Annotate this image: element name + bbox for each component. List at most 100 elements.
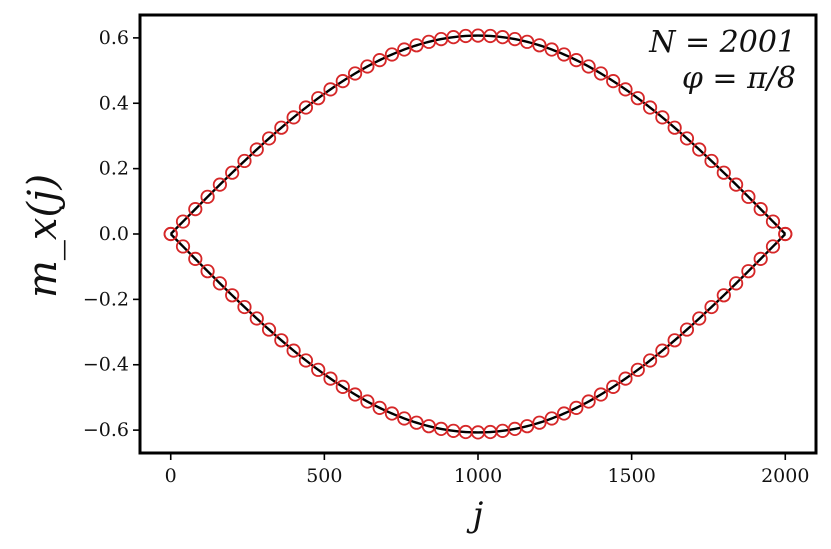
data-point-upper xyxy=(347,66,363,81)
data-point-upper xyxy=(311,91,326,106)
data-point-upper xyxy=(606,74,621,89)
data-point-lower xyxy=(630,362,645,377)
data-point-lower xyxy=(212,276,227,291)
data-point-upper xyxy=(532,38,547,53)
data-point-lower xyxy=(188,251,203,266)
data-point-upper xyxy=(360,59,375,74)
data-point-lower xyxy=(298,353,314,368)
data-point-lower xyxy=(593,387,609,402)
y-tick-label: 0.6 xyxy=(99,27,129,49)
data-point-lower xyxy=(692,311,707,326)
data-point-upper xyxy=(323,82,338,97)
data-point-lower xyxy=(249,311,264,326)
data-point-lower xyxy=(397,411,412,426)
x-tick-label: 500 xyxy=(306,465,342,487)
data-point-upper xyxy=(642,100,658,115)
data-point-lower xyxy=(556,406,572,421)
data-point-upper xyxy=(212,177,227,192)
data-point-lower xyxy=(753,251,768,266)
data-point-lower xyxy=(163,226,178,242)
series-line-lower xyxy=(169,233,787,434)
plot-frame xyxy=(138,13,818,455)
data-point-lower xyxy=(716,288,731,303)
data-point-upper xyxy=(261,131,277,146)
data-point-upper xyxy=(704,153,719,169)
data-point-upper xyxy=(753,202,768,217)
data-point-upper xyxy=(544,42,559,57)
data-point-upper xyxy=(286,110,301,125)
data-point-upper xyxy=(581,59,596,74)
data-point-lower xyxy=(323,371,338,386)
data-point-upper xyxy=(384,47,400,62)
data-point-upper xyxy=(556,47,572,62)
data-point-lower xyxy=(286,343,301,358)
annotation-phi: φ = π/8 xyxy=(682,61,796,96)
data-point-upper xyxy=(679,131,695,146)
data-point-upper xyxy=(237,153,252,169)
data-point-lower xyxy=(200,264,215,279)
x-tick-label: 0 xyxy=(165,465,177,487)
data-point-lower xyxy=(741,264,756,279)
data-point-lower xyxy=(225,288,240,303)
data-point-upper xyxy=(175,214,191,229)
data-point-upper xyxy=(716,165,731,180)
data-point-upper xyxy=(729,177,744,192)
data-point-upper xyxy=(741,189,756,204)
data-point-upper xyxy=(692,142,707,157)
data-point-lower xyxy=(532,415,547,430)
x-tick-label: 1500 xyxy=(607,465,655,487)
data-point-upper xyxy=(249,142,264,157)
data-point-upper xyxy=(618,82,633,97)
data-point-lower xyxy=(569,400,584,415)
data-point-lower xyxy=(618,371,633,386)
data-point-lower xyxy=(237,299,252,315)
data-point-lower xyxy=(335,379,350,394)
data-point-upper xyxy=(274,120,289,135)
data-point-lower xyxy=(729,276,744,291)
data-point-lower xyxy=(704,299,719,315)
data-point-lower xyxy=(347,387,363,402)
y-tick-label: −0.6 xyxy=(83,419,129,441)
data-point-lower xyxy=(679,322,695,337)
data-point-lower xyxy=(606,379,621,394)
data-point-lower xyxy=(655,343,670,358)
data-point-upper xyxy=(298,100,314,115)
data-point-lower xyxy=(765,239,781,254)
y-tick-label: 0.2 xyxy=(99,158,129,180)
data-point-upper xyxy=(655,110,670,125)
annotation-n: N = 2001 xyxy=(648,25,796,60)
x-tick-label: 1000 xyxy=(454,465,502,487)
data-point-upper xyxy=(372,53,387,68)
data-point-upper xyxy=(630,91,645,106)
data-point-lower xyxy=(372,400,387,415)
data-point-upper xyxy=(667,120,682,135)
data-point-upper xyxy=(335,74,350,89)
data-point-upper xyxy=(569,53,584,68)
data-point-lower xyxy=(261,322,277,337)
x-axis-label: j xyxy=(466,495,484,535)
y-tick-label: 0.0 xyxy=(99,223,129,245)
data-point-lower xyxy=(778,226,793,242)
ticks-layer: 0 500 1000 1500 2000 0.6 0.4 0.2 0.0 −0.2 −0.4 −0.6 xyxy=(83,27,810,487)
data-point-upper xyxy=(593,66,609,81)
data-point-lower xyxy=(175,239,191,254)
data-point-lower xyxy=(642,353,658,368)
y-tick-label: 0.4 xyxy=(99,92,129,114)
data-point-lower xyxy=(274,333,289,348)
data-point-upper xyxy=(200,189,215,204)
data-point-lower xyxy=(667,333,682,348)
y-tick-label: −0.2 xyxy=(83,288,129,310)
y-axis-label: m_x(j) xyxy=(20,174,66,298)
data-point-lower xyxy=(581,394,596,409)
data-point-lower xyxy=(311,362,326,377)
data-point-lower xyxy=(384,406,400,421)
y-tick-label: −0.4 xyxy=(83,354,129,376)
data-point-lower xyxy=(360,394,375,409)
data-point-upper xyxy=(225,165,240,180)
data-point-lower xyxy=(544,411,559,426)
data-point-upper xyxy=(765,214,781,229)
data-point-upper xyxy=(188,202,203,217)
points-layer xyxy=(163,28,793,440)
x-tick-label: 2000 xyxy=(761,465,809,487)
